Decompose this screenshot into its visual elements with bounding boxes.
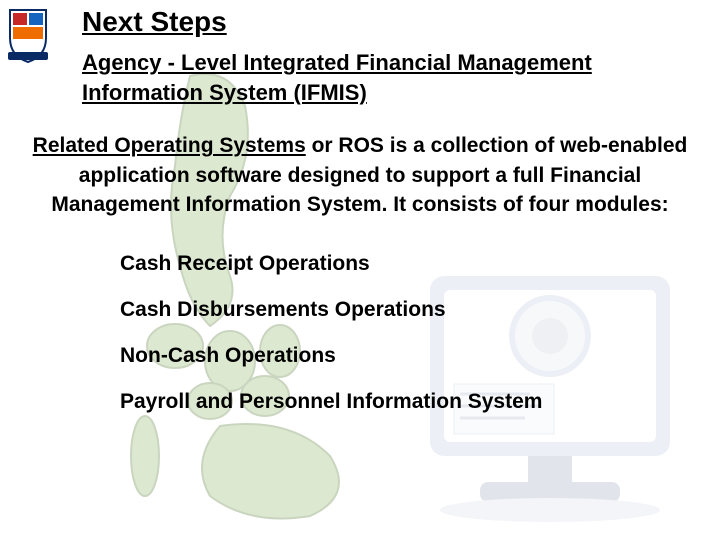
module-item: Cash Receipt Operations [120, 252, 700, 276]
body-acronym: ROS [338, 134, 384, 157]
modules-list: Cash Receipt Operations Cash Disbursemen… [120, 252, 700, 414]
module-item: Cash Disbursements Operations [120, 298, 700, 322]
body-or: or [306, 134, 339, 157]
module-item: Non-Cash Operations [120, 344, 700, 368]
body-lead-underlined: Related Operating Systems [33, 134, 306, 157]
module-item: Payroll and Personnel Information System [120, 390, 700, 414]
slide-title: Next Steps [82, 6, 700, 38]
slide-subtitle: Agency - Level Integrated Financial Mana… [82, 48, 700, 107]
body-paragraph: Related Operating Systems or ROS is a co… [24, 131, 696, 219]
